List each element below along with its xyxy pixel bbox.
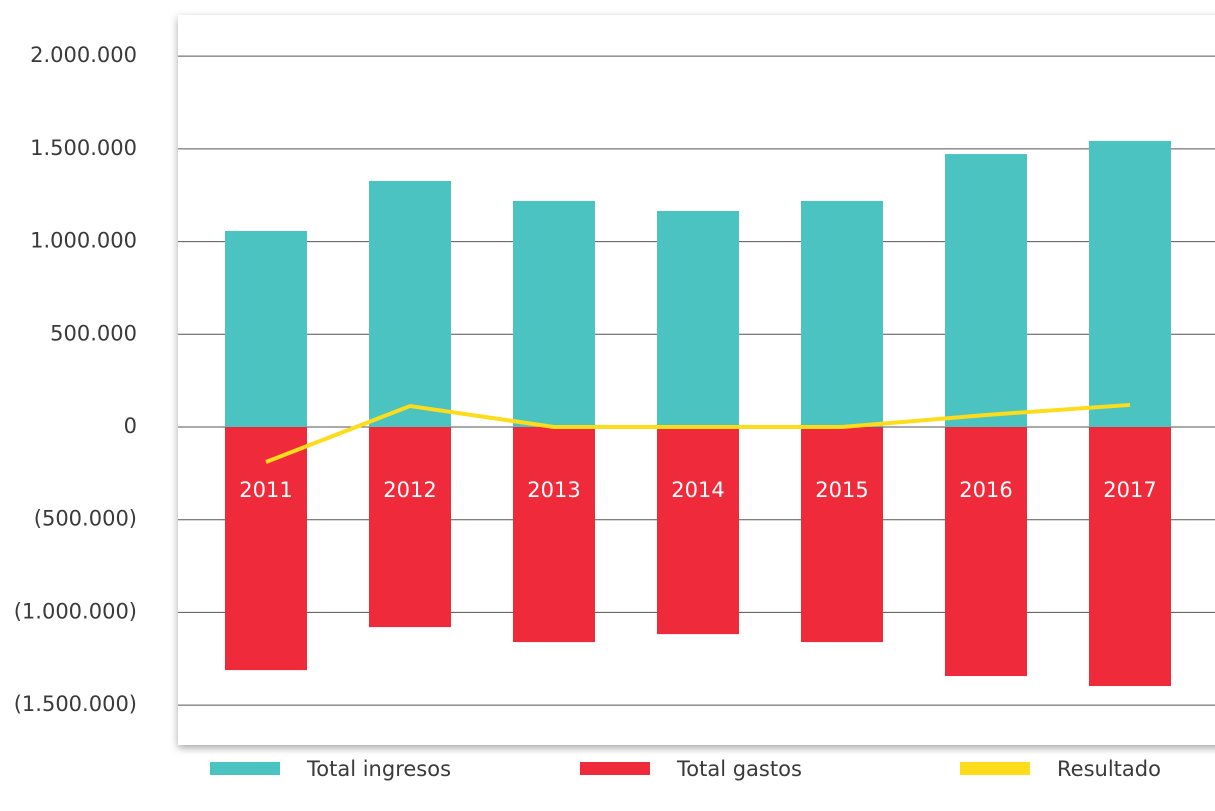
bar xyxy=(513,427,595,643)
x-tick-label: 2014 xyxy=(671,478,724,502)
y-tick-label: (1.000.000) xyxy=(14,599,137,623)
bar xyxy=(801,200,883,428)
bar xyxy=(945,154,1027,428)
x-tick-label: 2016 xyxy=(959,478,1012,502)
y-tick-label: 1.000.000 xyxy=(30,229,137,253)
line xyxy=(265,402,1131,464)
bar xyxy=(1089,140,1171,428)
legend-swatch xyxy=(960,762,1030,775)
y-tick-label: 0 xyxy=(124,414,137,438)
bar xyxy=(657,427,739,635)
bar xyxy=(945,427,1027,677)
legend-label: Resultado xyxy=(1057,757,1161,781)
bar xyxy=(225,231,307,428)
x-tick-label: 2017 xyxy=(1103,478,1156,502)
bar xyxy=(801,427,883,643)
y-tick-label: (500.000) xyxy=(34,507,137,531)
x-tick-label: 2013 xyxy=(527,478,580,502)
legend-swatch xyxy=(580,762,650,775)
legend-swatch xyxy=(210,762,280,775)
legend-label: Total ingresos xyxy=(306,757,451,781)
bar xyxy=(225,427,307,671)
bar xyxy=(369,180,451,428)
bar xyxy=(513,200,595,428)
y-tick-label: 1.500.000 xyxy=(30,136,137,160)
legend-label: Total gastos xyxy=(676,757,802,781)
x-tick-label: 2012 xyxy=(383,478,436,502)
y-tick-label: 500.000 xyxy=(50,321,137,345)
bar xyxy=(369,427,451,628)
y-tick-label: 2.000.000 xyxy=(30,43,137,67)
x-tick-label: 2015 xyxy=(815,478,868,502)
x-tick-label: 2011 xyxy=(239,478,292,502)
y-tick-label: (1.500.000) xyxy=(14,692,137,716)
bar xyxy=(1089,427,1171,687)
bar xyxy=(657,210,739,428)
